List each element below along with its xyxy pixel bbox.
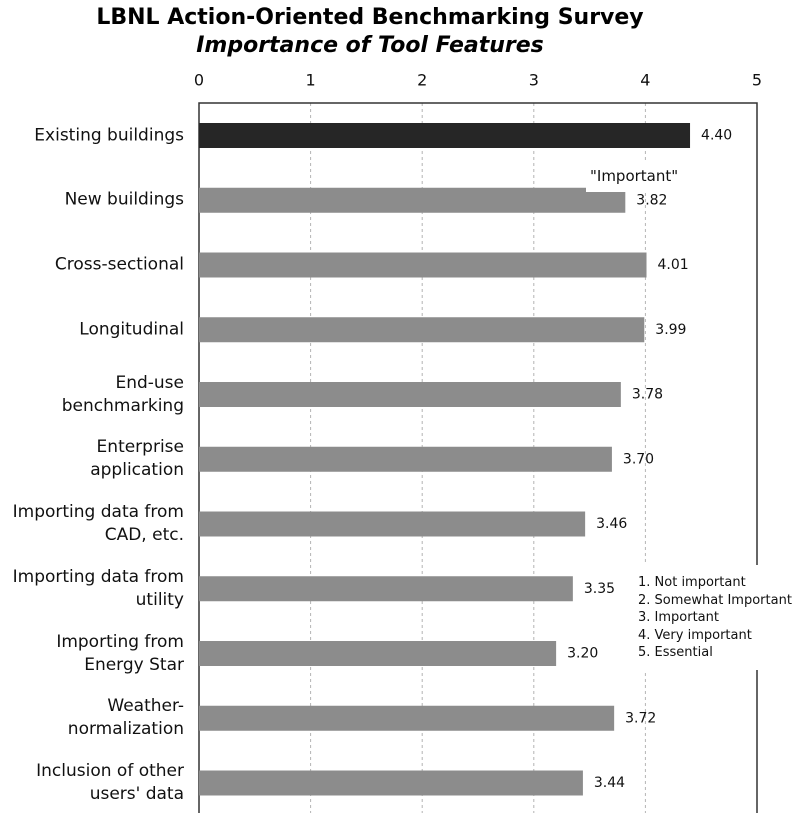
bar-value-label: 3.72 [625, 710, 656, 726]
legend-entry: 1. Not important [638, 575, 746, 590]
bar [199, 511, 586, 537]
bar [199, 317, 645, 343]
bar-value-label: 3.99 [655, 322, 686, 338]
bar [199, 123, 691, 148]
bar-value-label: 3.46 [596, 516, 627, 532]
bar-value-label: 3.82 [636, 192, 667, 208]
chart-annotation: "Important" [586, 163, 684, 192]
bar-value-label: 4.40 [701, 128, 732, 144]
chart-title: LBNL Action-Oriented Benchmarking Survey [96, 5, 644, 30]
bar-value-label: 3.78 [632, 387, 663, 403]
x-tick-label: 4 [640, 71, 650, 90]
bar-value-label: 3.44 [594, 775, 625, 791]
category-label: Enterprise application [90, 437, 184, 481]
legend-entry: 5. Essential [638, 645, 713, 660]
category-label: New buildings [64, 189, 184, 210]
category-label: Importing from Energy Star [56, 631, 184, 675]
x-tick-label: 2 [417, 71, 427, 90]
bar [199, 705, 615, 731]
bar-value-label: 3.35 [584, 581, 615, 597]
category-label: Weather- normalization [67, 696, 184, 740]
bar [199, 576, 573, 602]
category-label: Importing data from utility [12, 566, 184, 610]
legend-entry: 2. Somewhat Important [638, 592, 792, 608]
x-tick-label: 0 [194, 71, 204, 90]
chart-subtitle: Importance of Tool Features [196, 33, 544, 58]
bar [199, 252, 647, 278]
bar-value-label: 3.70 [623, 451, 654, 467]
x-tick-label: 5 [752, 71, 762, 90]
scale-legend: 1. Not important 2. Somewhat Important 3. … [630, 565, 801, 670]
category-label: Cross-sectional [54, 254, 184, 275]
bar [199, 187, 626, 213]
legend-entry: 4. Very important [638, 627, 752, 643]
bar-value-label: 4.01 [658, 257, 689, 273]
bar [199, 770, 583, 796]
bar [199, 446, 612, 472]
bar [199, 641, 557, 666]
x-tick-label: 1 [306, 71, 316, 90]
category-label: Existing buildings [34, 125, 184, 145]
legend-entry: 3. Important [638, 610, 719, 625]
x-tick-label: 3 [529, 71, 539, 90]
bar [199, 382, 621, 407]
category-label: Importing data from CAD, etc. [12, 502, 184, 545]
category-label: Longitudinal [79, 319, 184, 340]
bar-value-label: 3.20 [567, 646, 598, 662]
category-label: Inclusion of other users' data [36, 761, 184, 804]
category-label: End-use benchmarking [61, 372, 184, 416]
bars [199, 123, 691, 796]
